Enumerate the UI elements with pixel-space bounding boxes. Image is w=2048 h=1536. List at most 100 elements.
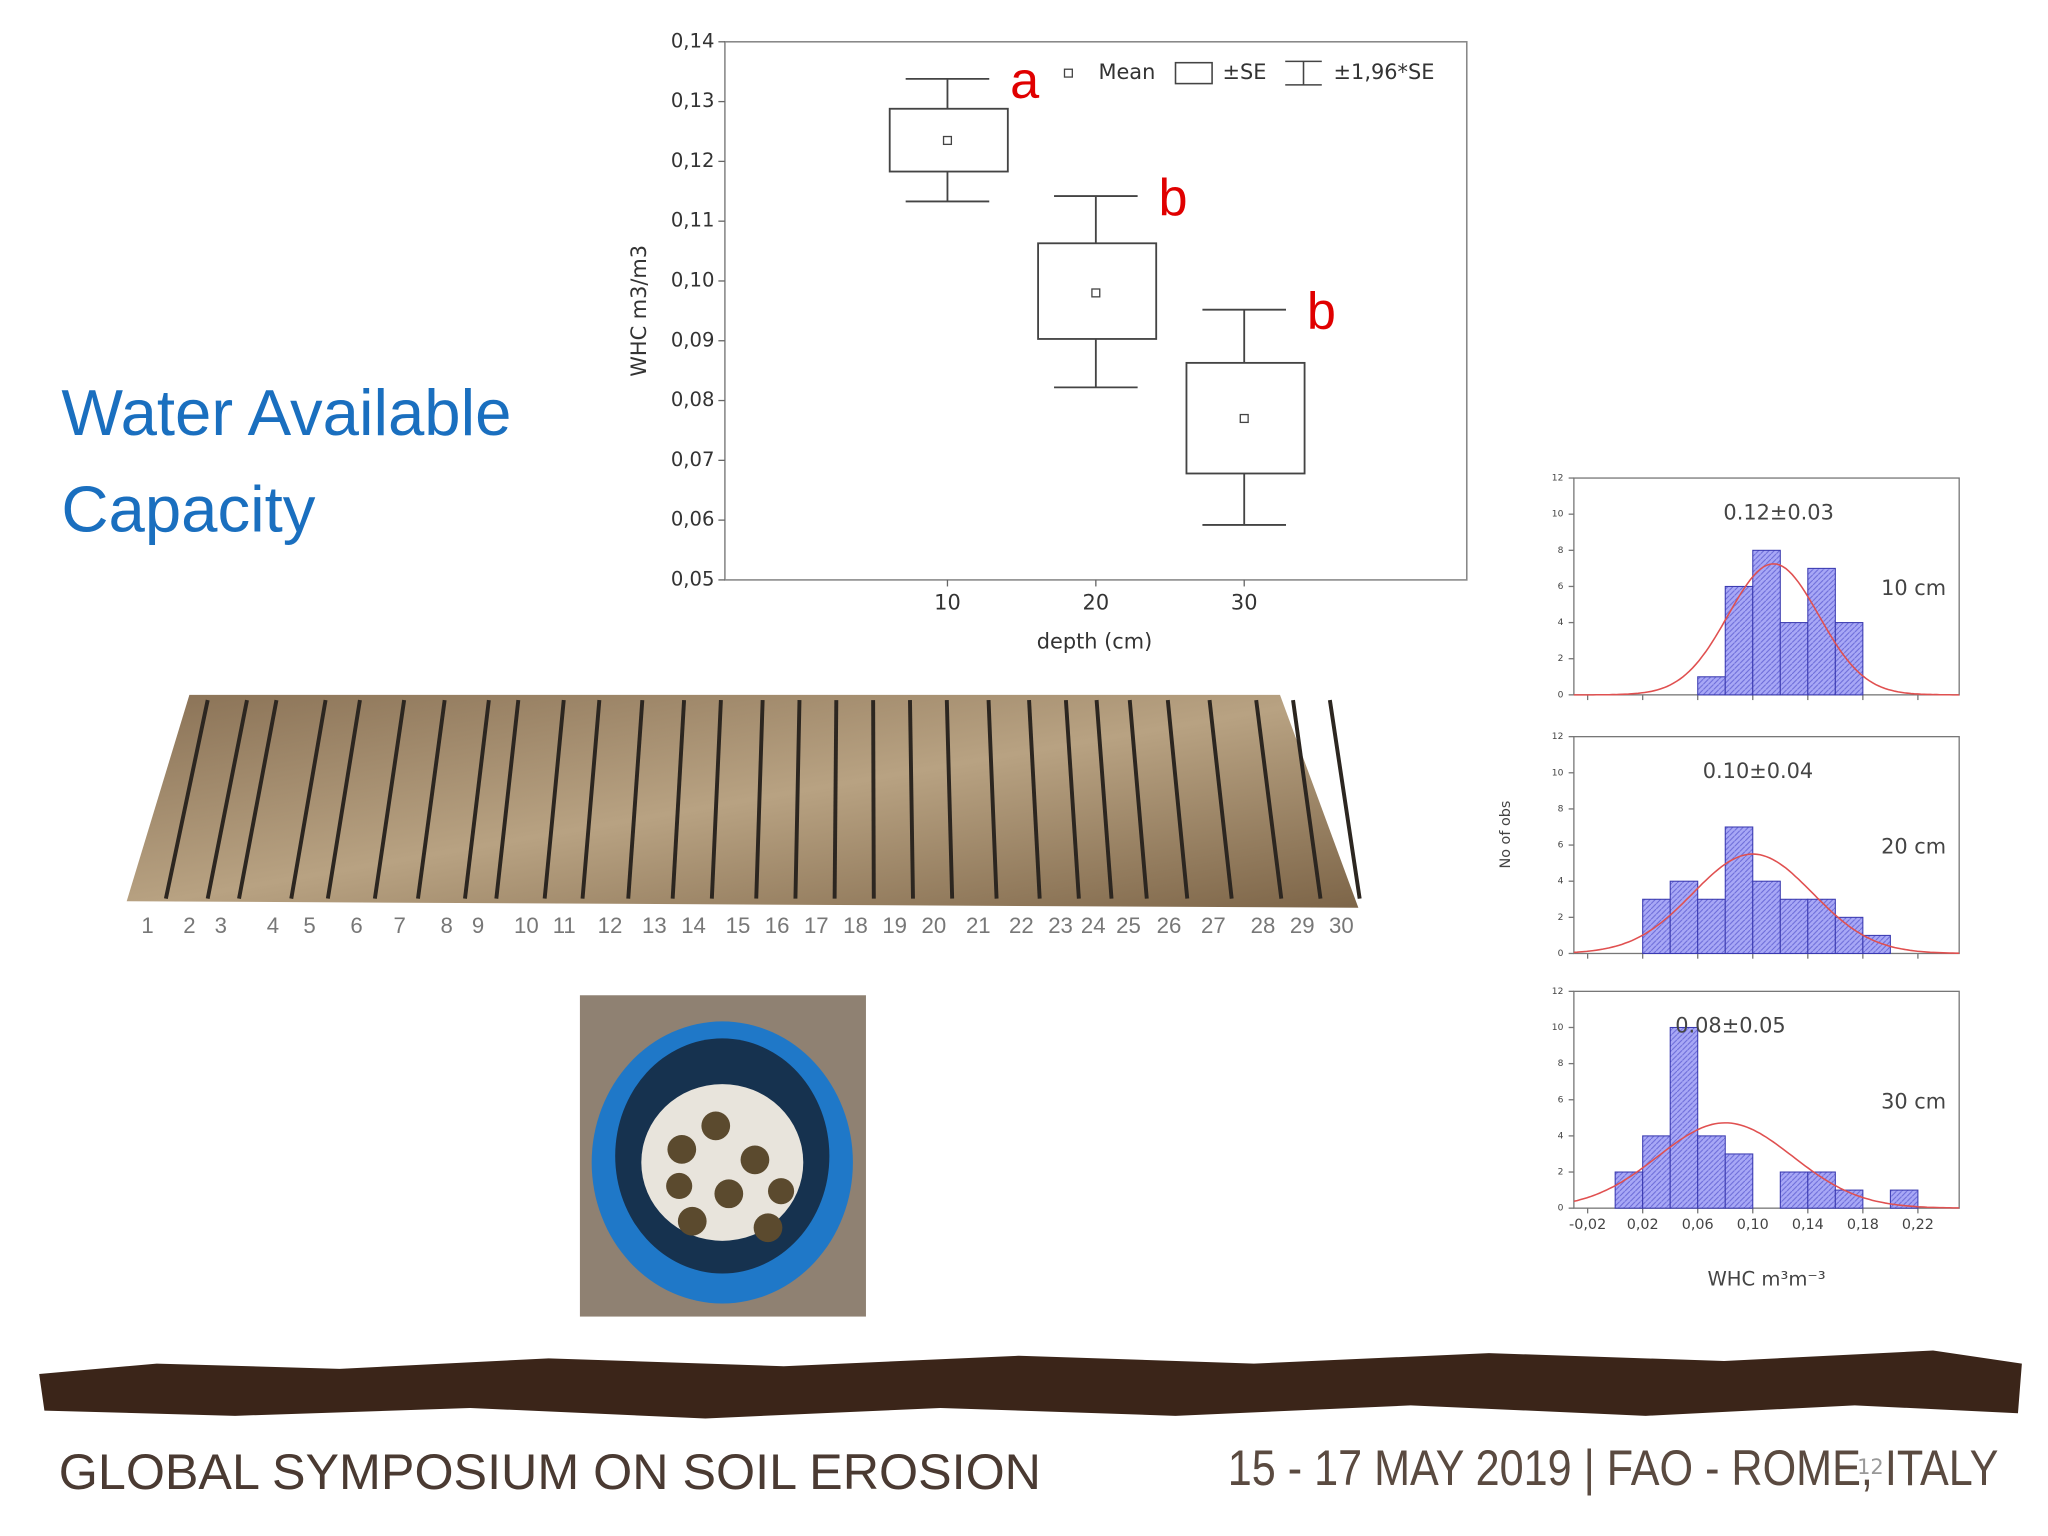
core-divider — [908, 700, 915, 899]
core-label: 15 — [726, 913, 751, 938]
x-tick-label: 0,18 — [1847, 1217, 1879, 1233]
core-divider — [1027, 699, 1042, 899]
core-label: 8 — [441, 913, 453, 938]
slide-title: Water Available Capacity — [61, 376, 511, 546]
histogram-bar — [1697, 676, 1726, 696]
histogram-bar — [1642, 898, 1671, 954]
y-tick-label: 0,08 — [671, 388, 715, 411]
core-divider — [871, 700, 876, 899]
core-label: 23 — [1048, 913, 1073, 938]
y-tick-label: 12 — [1552, 732, 1564, 742]
histogram-bar — [1779, 1171, 1809, 1209]
y-tick-label: 8 — [1558, 1059, 1564, 1069]
annotation: b — [1159, 169, 1188, 227]
core-label: 16 — [765, 913, 790, 938]
core-label: 29 — [1290, 913, 1315, 938]
y-tick-label: 12 — [1552, 987, 1564, 997]
histogram-bar — [1697, 1135, 1726, 1209]
y-tick-label: 4 — [1558, 1131, 1564, 1141]
y-tick-label: 8 — [1558, 546, 1564, 556]
depth-label: 20 cm — [1881, 835, 1946, 859]
x-tick-label: 10 — [934, 590, 961, 614]
y-tick-label: 0,12 — [671, 149, 715, 172]
y-tick-label: 2 — [1558, 654, 1564, 664]
footer-right: 15 - 17 MAY 2019 | FAO - ROME, ITALY — [1228, 1440, 1999, 1496]
core-label: 27 — [1201, 913, 1226, 938]
histogram-bar — [1642, 1135, 1671, 1209]
histogram-bar — [1889, 1189, 1919, 1209]
core-label: 3 — [215, 913, 227, 938]
x-tick-label: 0,10 — [1737, 1217, 1769, 1233]
y-tick-label: 0,13 — [671, 89, 715, 112]
mean-marker — [1091, 288, 1101, 298]
core-label: 25 — [1116, 913, 1141, 938]
page-number: 12 — [1857, 1455, 1884, 1479]
y-tick-label: 10 — [1552, 510, 1564, 520]
core-divider — [1094, 699, 1114, 899]
core-divider — [832, 700, 839, 899]
core-label: 28 — [1251, 913, 1276, 938]
core-label: 17 — [804, 913, 829, 938]
histogram-bar — [1752, 880, 1781, 954]
x-tick-label: 0,22 — [1902, 1217, 1934, 1233]
histogram-bar — [1779, 898, 1809, 954]
annotation: b — [1307, 283, 1336, 341]
core-label: 7 — [394, 913, 406, 938]
core-label: 22 — [1009, 913, 1034, 938]
histogram-bar — [1779, 622, 1809, 696]
histogram-bar — [1697, 898, 1726, 954]
core-divider — [1063, 699, 1081, 899]
depth-label: 30 cm — [1881, 1089, 1946, 1113]
core-divider — [1254, 699, 1284, 899]
fit-annotation: 0.12±0.03 — [1723, 500, 1833, 524]
legend-se-symbol — [1174, 61, 1213, 85]
core-label: 12 — [598, 913, 623, 938]
y-tick-label: 6 — [1558, 841, 1564, 851]
core-divider — [793, 700, 802, 899]
histogram-bar — [1807, 567, 1836, 696]
histogram-bar — [1724, 826, 1754, 954]
y-tick-label: 0,14 — [671, 29, 715, 52]
core-divider — [709, 699, 723, 899]
core-label: 9 — [472, 913, 484, 938]
core-divider — [325, 699, 362, 899]
x-tick-label: -0,02 — [1569, 1217, 1606, 1233]
core-divider — [670, 699, 687, 899]
core-divider — [754, 700, 765, 899]
legend-label: ±1,96*SE — [1334, 60, 1435, 84]
annotation: a — [1010, 52, 1040, 110]
core-divider — [416, 699, 447, 899]
histogram-bar — [1614, 1171, 1644, 1209]
legend-mean-symbol — [1063, 68, 1073, 78]
fit-annotation: 0.08±0.05 — [1675, 1014, 1785, 1038]
y-tick-label: 4 — [1558, 877, 1564, 887]
y-tick-label: 6 — [1558, 582, 1564, 592]
x-axis-label: WHC m³m⁻³ — [1707, 1268, 1825, 1291]
core-divider — [289, 699, 328, 899]
core-label: 21 — [966, 913, 991, 938]
core-divider — [1165, 699, 1190, 899]
y-tick-label: 0 — [1558, 1204, 1564, 1214]
core-label: 10 — [514, 913, 539, 938]
histogram-bar — [1862, 934, 1891, 954]
mean-marker — [942, 135, 953, 146]
core-label: 30 — [1329, 913, 1354, 938]
y-axis-label: No of obs — [1498, 801, 1514, 869]
y-tick-label: 6 — [1558, 1095, 1564, 1105]
core-label: 24 — [1081, 913, 1106, 938]
soil-cores-photo — [126, 694, 1362, 908]
histogram-bar — [1752, 549, 1781, 696]
x-tick-label: 0,02 — [1627, 1217, 1659, 1233]
y-tick-label: 0,09 — [671, 328, 715, 351]
core-divider — [163, 699, 210, 900]
x-tick-label: 30 — [1231, 590, 1258, 614]
normal-curve — [1573, 853, 1960, 954]
legend-label: ±SE — [1223, 60, 1267, 84]
core-label: 5 — [303, 913, 315, 938]
histogram-bar — [1669, 1026, 1699, 1209]
y-tick-label: 10 — [1552, 1023, 1564, 1033]
core-divider — [494, 699, 521, 899]
x-axis-label: depth (cm) — [1037, 630, 1153, 654]
footer-left: GLOBAL SYMPOSIUM ON SOIL EROSION — [59, 1444, 1041, 1500]
